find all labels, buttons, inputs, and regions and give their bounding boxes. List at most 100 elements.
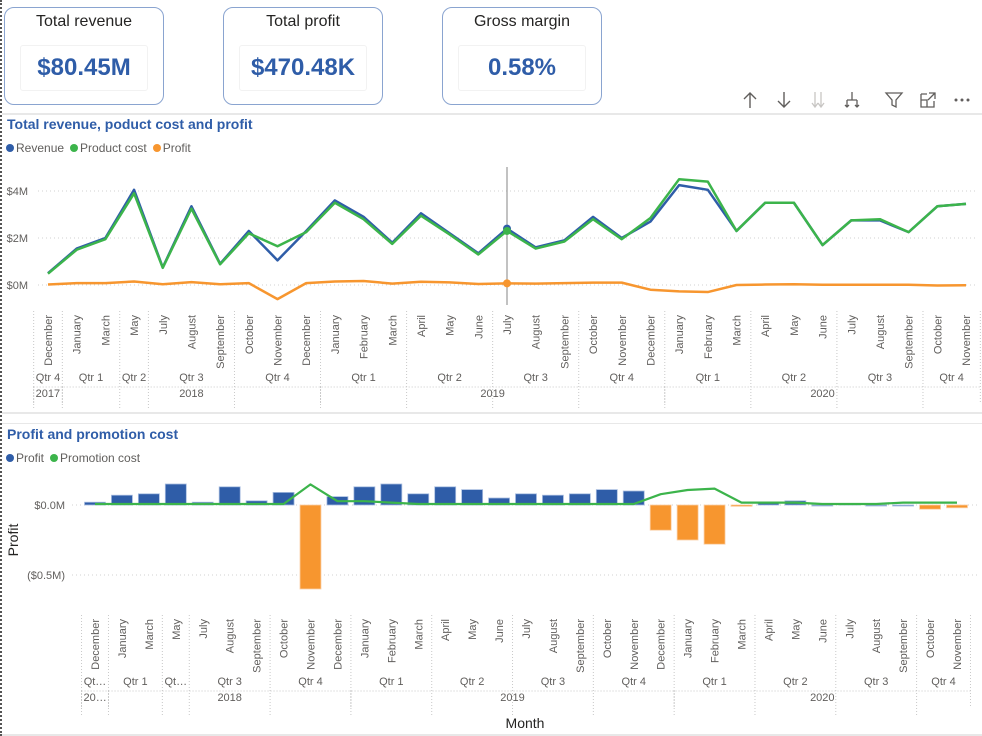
x-tick-month: September xyxy=(559,315,571,369)
x-tick-month: September xyxy=(215,315,227,369)
profit-bar xyxy=(380,483,403,506)
x-tick-year: 2020 xyxy=(810,692,834,704)
data-point xyxy=(503,226,511,235)
y-axis-title: Profit xyxy=(5,524,21,557)
legend-item-product-cost[interactable]: Product cost xyxy=(70,141,147,155)
x-tick-month: December xyxy=(301,315,313,366)
profit-bar xyxy=(892,504,915,507)
x-tick-quarter: Qtr 4 xyxy=(939,372,963,384)
x-tick-quarter: Qtr 2 xyxy=(782,372,806,384)
profit-bar xyxy=(595,489,618,506)
legend-revenue-chart: Revenue Product cost Profit xyxy=(6,141,193,155)
x-tick-month: September xyxy=(898,619,910,673)
x-tick-month: May xyxy=(467,619,479,640)
legend-dot-icon xyxy=(152,144,161,152)
expand-next-level-icon[interactable] xyxy=(806,88,830,112)
legend-dot-icon xyxy=(6,144,14,152)
profit-bar xyxy=(730,504,753,507)
x-tick-month: September xyxy=(252,619,264,673)
x-tick-month: April xyxy=(763,619,775,641)
x-tick-month: April xyxy=(440,619,452,641)
x-tick-quarter: Qtr 1 xyxy=(123,676,147,688)
x-tick-month: December xyxy=(90,619,102,670)
profit-bar xyxy=(919,504,941,510)
x-tick-month: October xyxy=(279,619,291,658)
x-tick-quarter: Qtr 4 xyxy=(622,676,646,688)
x-tick-quarter: Qtr 3 xyxy=(541,676,565,688)
profit-promotion-combo-chart[interactable]: $0.0M ($0.5M) Profit December January March Ma… xyxy=(0,465,982,736)
x-tick-month: February xyxy=(710,619,722,664)
x-tick-month: August xyxy=(875,315,887,349)
legend-label: Profit xyxy=(16,451,45,465)
x-tick-month: December xyxy=(656,619,668,670)
x-tick-month: February xyxy=(386,619,398,664)
y-tick-label: $2M xyxy=(7,233,28,245)
kpi-value: $470.48K xyxy=(250,54,356,81)
visual-header-toolbar xyxy=(738,88,974,112)
x-tick-month: July xyxy=(844,619,856,639)
x-tick-quarter: Qtr 2 xyxy=(783,676,807,688)
divider xyxy=(2,423,982,424)
x-tick-quarter: Qtr 1 xyxy=(351,372,375,384)
x-tick-month: July xyxy=(198,619,210,639)
profit-bar xyxy=(164,483,187,506)
legend-dot-icon xyxy=(6,454,14,462)
x-tick-month: November xyxy=(629,619,641,670)
more-options-icon[interactable] xyxy=(950,88,974,112)
x-tick-month: August xyxy=(225,619,237,653)
focus-mode-icon[interactable] xyxy=(916,88,940,112)
x-tick-month: June xyxy=(473,315,485,339)
filter-icon[interactable] xyxy=(882,88,906,112)
x-tick-month: May xyxy=(129,315,141,336)
x-tick-month: July xyxy=(158,315,170,335)
x-tick-month: June xyxy=(818,315,830,339)
x-tick-month: July xyxy=(521,619,533,639)
x-tick-quarter: Qtr 4 xyxy=(265,372,289,384)
profit-bar xyxy=(676,504,699,541)
promotion-cost-line xyxy=(95,483,957,506)
x-tick-quarter: Qtr 3 xyxy=(864,676,888,688)
x-tick-month: March xyxy=(144,619,156,650)
drill-down-icon[interactable] xyxy=(772,88,796,112)
legend-item-revenue[interactable]: Revenue xyxy=(6,141,64,155)
revenue-cost-profit-line-chart[interactable]: $0M $2M $4M December January March May July Augu… xyxy=(0,155,982,410)
legend-profit-chart: Profit Promotion cost xyxy=(6,451,142,465)
kpi-value: $80.45M xyxy=(37,54,131,81)
profit-bar xyxy=(649,504,672,531)
kpi-title: Total profit xyxy=(266,13,340,30)
legend-item-profit[interactable]: Profit xyxy=(152,141,191,155)
x-tick-month: January xyxy=(359,619,371,659)
x-tick-month: October xyxy=(244,315,256,354)
x-tick-month: May xyxy=(171,619,183,640)
chart-title-profit-promotion: Profit and promotion cost xyxy=(7,426,179,442)
x-tick-year: 2018 xyxy=(179,388,203,400)
x-tick-quarter: Qt… xyxy=(165,676,188,688)
x-tick-year: 2020 xyxy=(810,388,834,400)
profit-bar xyxy=(946,504,968,509)
legend-item-promotion-cost[interactable]: Promotion cost xyxy=(50,451,140,465)
kpi-card-gross-margin[interactable]: Gross margin 0.58% xyxy=(442,7,602,105)
x-tick-quarter: Qtr 1 xyxy=(702,676,726,688)
kpi-card-total-revenue[interactable]: Total revenue $80.45M xyxy=(4,7,164,105)
profit-bar xyxy=(865,504,888,507)
y-tick-label: $0.0M xyxy=(34,500,65,512)
kpi-title: Total revenue xyxy=(35,13,133,30)
expand-hierarchy-icon[interactable] xyxy=(840,88,864,112)
x-tick-month: May xyxy=(789,315,801,336)
x-tick-month: April xyxy=(760,315,772,337)
divider xyxy=(2,734,982,736)
x-tick-month: October xyxy=(588,315,600,354)
kpi-card-total-profit[interactable]: Total profit $470.48K xyxy=(223,7,383,105)
x-tick-month: November xyxy=(617,315,629,366)
profit-bar xyxy=(299,504,322,590)
x-tick-quarter: Qtr 4 xyxy=(298,676,322,688)
x-tick-month: March xyxy=(413,619,425,650)
x-tick-year: 20… xyxy=(84,692,107,704)
data-point xyxy=(503,279,511,288)
legend-item-profit[interactable]: Profit xyxy=(6,451,44,465)
x-tick-month: October xyxy=(932,315,944,354)
x-tick-month: June xyxy=(817,619,829,643)
drill-up-icon[interactable] xyxy=(738,88,762,112)
legend-label: Profit xyxy=(162,141,191,155)
x-tick-month: January xyxy=(330,315,342,355)
